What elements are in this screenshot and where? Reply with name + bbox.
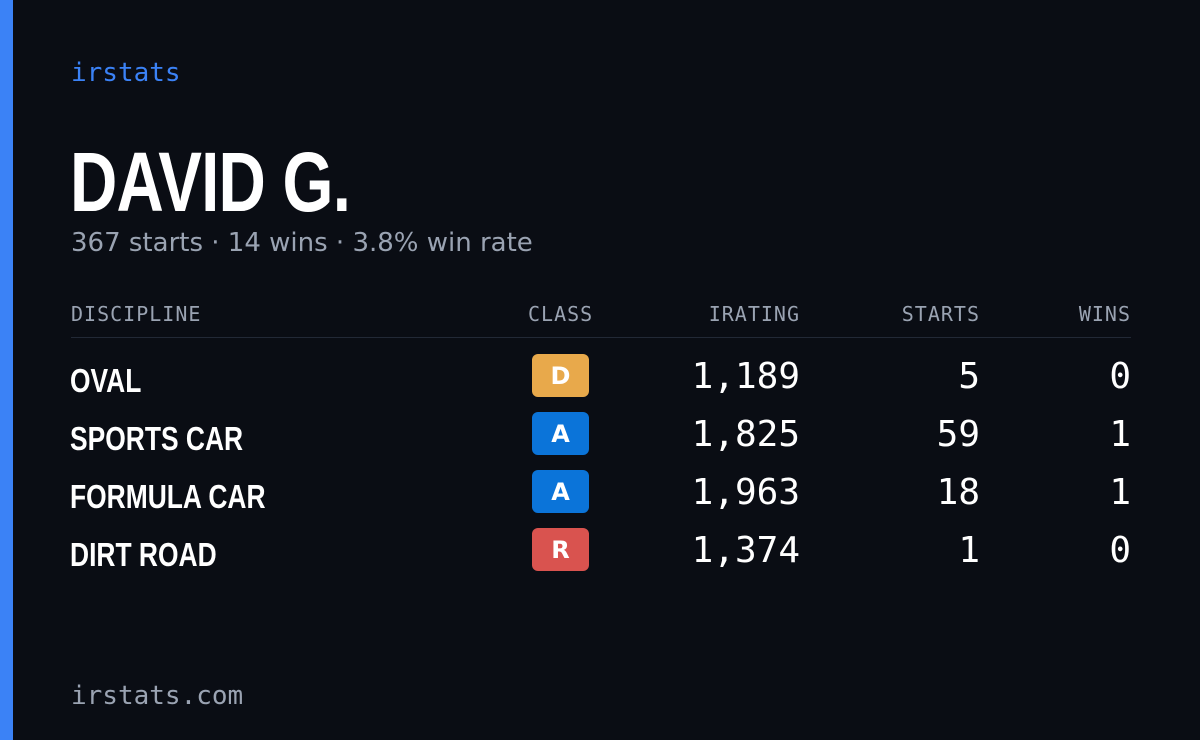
table-row: FORMULA CAR A 1,963 18 1 bbox=[0, 470, 1200, 528]
irating-value: 1,963 bbox=[691, 472, 800, 513]
discipline-label: OVAL bbox=[70, 362, 142, 399]
accent-bar bbox=[0, 0, 13, 740]
driver-name: DAVID G. bbox=[70, 135, 351, 229]
discipline-label: DIRT ROAD bbox=[70, 536, 217, 573]
header-discipline: DISCIPLINE bbox=[71, 302, 202, 326]
irating-value: 1,374 bbox=[691, 530, 800, 571]
class-badge: A bbox=[532, 470, 589, 513]
wins-value: 1 bbox=[1109, 472, 1131, 513]
header-starts: STARTS bbox=[901, 302, 980, 326]
driver-summary: 367 starts · 14 wins · 3.8% win rate bbox=[71, 228, 533, 258]
wins-value: 0 bbox=[1109, 530, 1131, 571]
irating-value: 1,825 bbox=[691, 414, 800, 455]
table-row: OVAL D 1,189 5 0 bbox=[0, 354, 1200, 412]
brand-logo: irstats bbox=[71, 58, 181, 88]
irating-value: 1,189 bbox=[691, 356, 800, 397]
header-divider bbox=[71, 337, 1131, 338]
table-row: SPORTS CAR A 1,825 59 1 bbox=[0, 412, 1200, 470]
header-wins: WINS bbox=[1078, 302, 1131, 326]
header-class: CLASS bbox=[528, 302, 594, 326]
discipline-label: SPORTS CAR bbox=[70, 420, 244, 457]
discipline-label: FORMULA CAR bbox=[70, 478, 266, 515]
table-row: DIRT ROAD R 1,374 1 0 bbox=[0, 528, 1200, 586]
starts-value: 5 bbox=[958, 356, 980, 397]
class-badge: R bbox=[532, 528, 589, 571]
starts-value: 59 bbox=[936, 414, 980, 455]
class-badge: A bbox=[532, 412, 589, 455]
starts-value: 18 bbox=[936, 472, 980, 513]
starts-value: 1 bbox=[958, 530, 980, 571]
header-irating: IRATING bbox=[708, 302, 800, 326]
wins-value: 1 bbox=[1109, 414, 1131, 455]
class-badge: D bbox=[532, 354, 589, 397]
footer-url: irstats.com bbox=[71, 681, 244, 711]
wins-value: 0 bbox=[1109, 356, 1131, 397]
